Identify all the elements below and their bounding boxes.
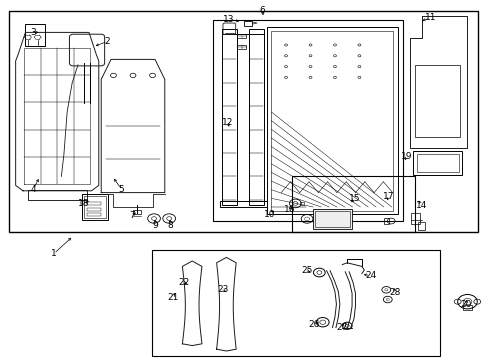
Text: 11: 11 xyxy=(424,13,435,22)
Bar xyxy=(416,154,458,172)
Text: 21: 21 xyxy=(166,292,178,302)
Text: 25: 25 xyxy=(300,266,312,275)
Text: 7: 7 xyxy=(129,211,135,220)
Bar xyxy=(462,305,471,310)
Bar xyxy=(266,27,397,214)
Bar xyxy=(384,218,388,224)
Text: 16: 16 xyxy=(283,205,295,214)
Bar xyxy=(133,210,141,214)
Text: 28: 28 xyxy=(388,288,400,297)
Bar xyxy=(236,45,246,49)
Bar xyxy=(412,151,461,175)
Bar xyxy=(292,176,414,232)
Bar xyxy=(87,213,101,216)
Bar xyxy=(9,11,477,232)
Bar xyxy=(414,64,459,137)
Text: 26: 26 xyxy=(308,320,320,329)
Bar xyxy=(151,250,439,356)
Bar xyxy=(410,213,419,224)
Bar xyxy=(300,202,304,205)
Bar xyxy=(87,208,101,211)
Text: 24: 24 xyxy=(364,271,376,280)
Text: 2: 2 xyxy=(104,37,110,46)
Text: 18: 18 xyxy=(78,199,90,208)
Bar xyxy=(220,201,266,207)
Bar xyxy=(243,21,252,26)
Text: 15: 15 xyxy=(348,194,360,203)
Bar xyxy=(236,34,246,38)
Bar xyxy=(222,29,237,205)
Bar xyxy=(28,190,86,200)
Text: 13: 13 xyxy=(223,15,234,24)
Text: 23: 23 xyxy=(217,285,228,294)
Text: 20: 20 xyxy=(460,300,471,309)
Text: 8: 8 xyxy=(167,220,173,230)
Bar xyxy=(417,222,424,230)
Bar xyxy=(212,20,403,221)
Bar xyxy=(87,202,101,205)
Text: 19: 19 xyxy=(400,152,412,161)
Text: 12: 12 xyxy=(222,118,233,127)
Text: 14: 14 xyxy=(415,201,427,210)
Text: 22: 22 xyxy=(178,278,190,287)
Bar xyxy=(249,29,264,205)
Bar xyxy=(312,209,351,229)
Text: 6: 6 xyxy=(259,6,264,15)
Bar xyxy=(314,211,349,227)
Bar xyxy=(84,196,105,218)
Text: 27: 27 xyxy=(336,323,347,332)
Text: 1: 1 xyxy=(51,249,57,258)
Text: 17: 17 xyxy=(382,192,394,201)
Text: 10: 10 xyxy=(264,210,275,219)
Text: 3: 3 xyxy=(30,28,36,37)
Text: 9: 9 xyxy=(152,220,158,230)
Bar xyxy=(25,24,45,46)
Text: 4: 4 xyxy=(30,184,36,194)
Text: 5: 5 xyxy=(118,184,124,194)
Bar xyxy=(271,31,392,211)
Bar xyxy=(82,194,107,220)
